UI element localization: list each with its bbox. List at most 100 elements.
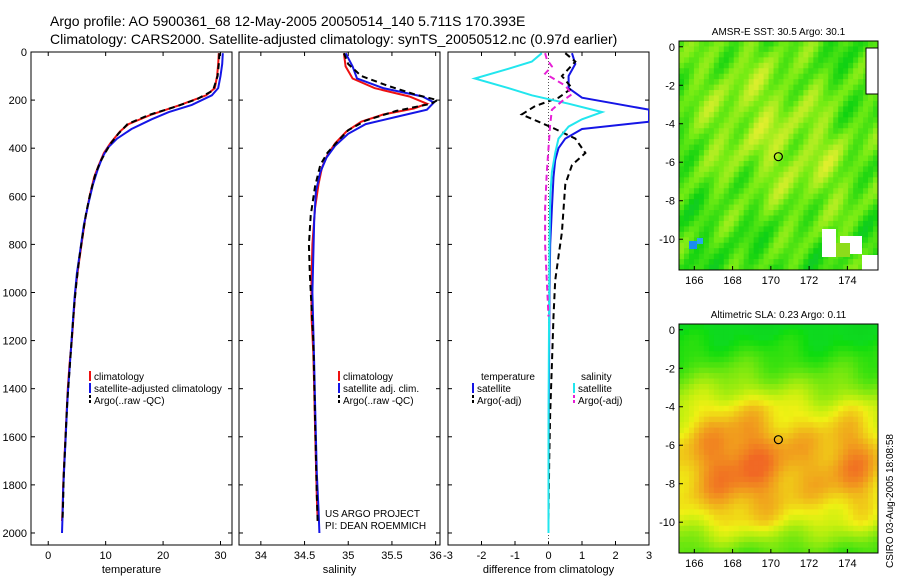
- sla_map-cell: [703, 394, 710, 401]
- sst_map-cell: [683, 144, 690, 151]
- sst_map-cell: [793, 100, 799, 107]
- sst_map-cell: [728, 46, 735, 53]
- sla_map-cell: [679, 531, 685, 538]
- sst_map-cell: [748, 68, 755, 75]
- sla_map-cell: [843, 449, 849, 456]
- sst_map-cell: [853, 210, 859, 216]
- sst_map-cell: [853, 171, 859, 178]
- sst_map-cell: [803, 215, 809, 222]
- sla_map-cell: [768, 345, 774, 352]
- sst_map-cell: [738, 106, 745, 113]
- sst_map-cell: [713, 46, 720, 53]
- sla_map-cell: [838, 520, 844, 527]
- sst_map-cell: [723, 84, 730, 91]
- sla_map-cell: [708, 416, 715, 423]
- sst_map-cell: [708, 95, 715, 102]
- sla_map-cell: [743, 509, 750, 516]
- sla_map-cell: [758, 493, 764, 499]
- sst_map-cell: [808, 139, 814, 145]
- sla_map-cell: [868, 525, 874, 532]
- sla_map-cell: [698, 520, 705, 527]
- sla_map-cell: [693, 498, 700, 505]
- sst_map-cell: [783, 264, 789, 271]
- sla_map-cell: [688, 493, 695, 499]
- sla_map-cell: [733, 340, 740, 347]
- sst_map-cell: [773, 259, 779, 265]
- sst_map-cell: [868, 155, 874, 162]
- sla_map-ytick-label: -2: [665, 363, 675, 375]
- sst_map-cell: [813, 231, 819, 238]
- sst_map-cell: [808, 253, 814, 260]
- sla_map-cell: [803, 482, 809, 488]
- sst_map-cell: [778, 95, 784, 102]
- sla_map-cell: [778, 334, 784, 341]
- sst_map-cell: [868, 128, 874, 135]
- sst_map-cell: [873, 231, 879, 238]
- sst_map-cell: [679, 215, 685, 222]
- sla_map-cell: [773, 438, 779, 445]
- sla_map-cell: [833, 351, 839, 358]
- sst_map-cell: [753, 79, 760, 86]
- sla_map-cell: [738, 427, 745, 434]
- sst_map-cell: [808, 242, 814, 249]
- sst_map-cell: [703, 73, 710, 80]
- sla_map-cell: [708, 373, 715, 379]
- sla_map-cell: [858, 493, 864, 499]
- sst_map-cell: [713, 231, 720, 238]
- sla_map-cell: [803, 405, 809, 412]
- sst_map-cell: [683, 150, 690, 156]
- sst_map-cell: [683, 41, 690, 47]
- sst_map-cell: [813, 111, 819, 118]
- sla_map-cell: [838, 362, 844, 369]
- sst_map-cell: [733, 248, 740, 255]
- sst_map-cell: [679, 90, 685, 96]
- sla_map-cell: [693, 525, 700, 532]
- sla_map-cell: [683, 324, 690, 330]
- sst_map-cell: [773, 160, 779, 167]
- sla_map-cell: [773, 427, 779, 434]
- sst_map-cell: [703, 182, 710, 189]
- sla_map-cell: [803, 460, 809, 467]
- sst_map-cell: [723, 220, 730, 227]
- sla_map-cell: [863, 378, 869, 385]
- sla_map-cell: [679, 378, 685, 385]
- sst_map-cell: [763, 177, 769, 184]
- sst_map-ytick-label: 0: [669, 42, 675, 54]
- sla_map-cell: [768, 542, 774, 548]
- sla_map-xtick-label: 174: [838, 558, 856, 570]
- sst_map-cell: [813, 51, 819, 58]
- sst_map-cell: [718, 41, 725, 47]
- sla_map-cell: [818, 525, 824, 532]
- sst_map-cell: [728, 41, 735, 47]
- sla_map-cell: [783, 487, 789, 494]
- sst_map-cell: [768, 41, 774, 47]
- sla_map-cell: [698, 514, 705, 521]
- sst_map-cell: [708, 139, 715, 145]
- sst_map-cell: [753, 193, 760, 200]
- sla_map-cell: [803, 367, 809, 374]
- sla_map-cell: [743, 324, 750, 330]
- sla_map-cell: [868, 334, 874, 341]
- sst_map-cell: [818, 253, 824, 260]
- sst_map-cell: [679, 253, 685, 260]
- sla_map-cell: [828, 340, 834, 347]
- sst_map-cell: [863, 41, 869, 47]
- sla_map-cell: [848, 405, 854, 412]
- sst_map-cell: [693, 128, 700, 135]
- sst_map-cell: [828, 46, 834, 53]
- sla_map-cell: [728, 509, 735, 516]
- sst_map-cell: [703, 177, 710, 184]
- sla_map-cell: [768, 476, 774, 483]
- sst_map-cell: [768, 57, 774, 64]
- sst_map-cell: [813, 95, 819, 102]
- sst_map-cell: [708, 220, 715, 227]
- sst_map-cell: [853, 259, 859, 265]
- sst_map-cell: [848, 46, 854, 53]
- sla_map-cell: [713, 389, 720, 396]
- sla_map-cell: [748, 378, 755, 385]
- sst_map-cell: [838, 46, 844, 53]
- sst_map-cell: [828, 111, 834, 118]
- sst_map-cell: [713, 220, 720, 227]
- sst_map-cell: [838, 122, 844, 129]
- sla_map-cell: [838, 536, 844, 543]
